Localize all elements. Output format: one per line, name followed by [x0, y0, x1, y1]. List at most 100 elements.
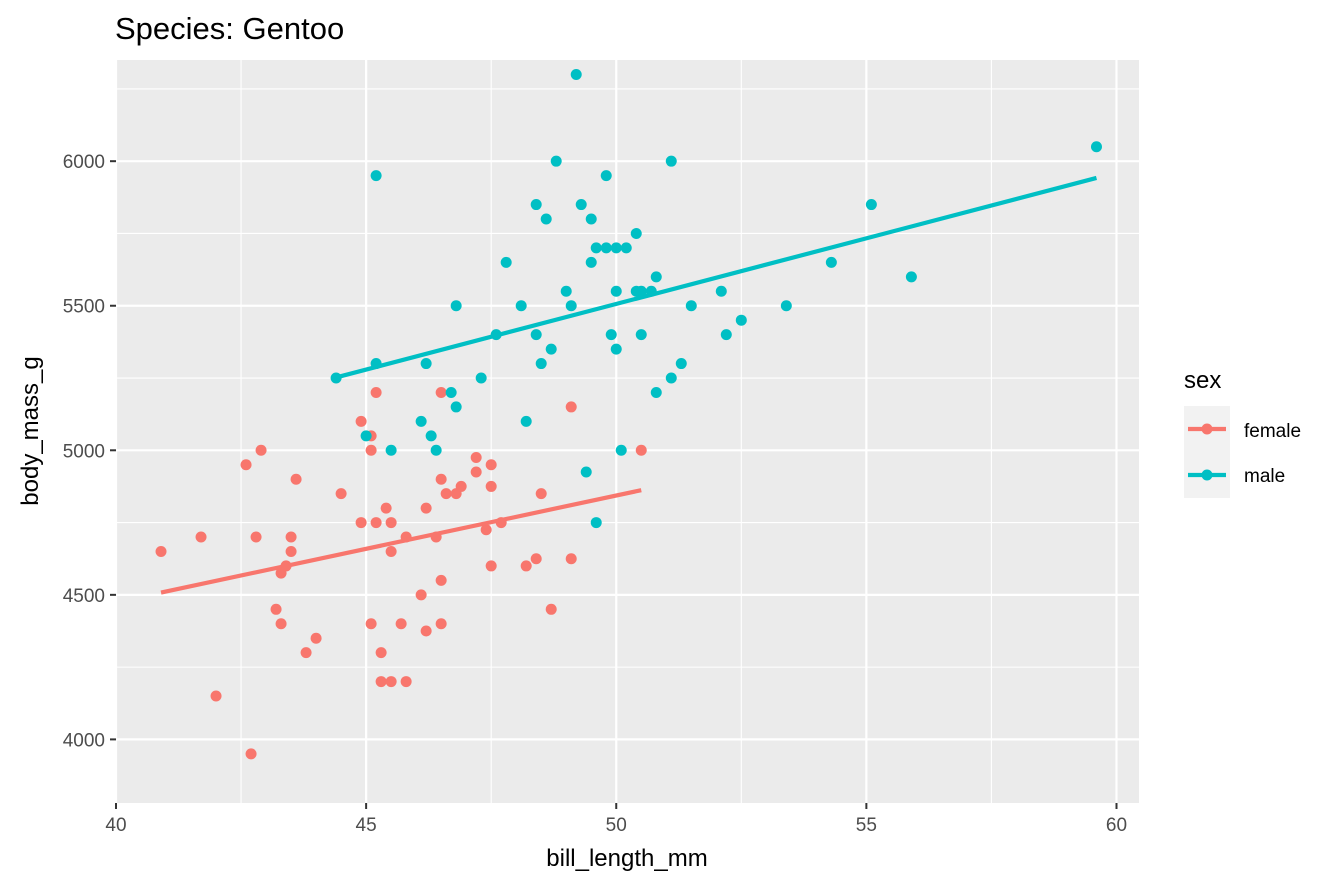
- data-point-male: [500, 256, 512, 268]
- data-point-female: [530, 553, 542, 565]
- x-tick-label: 50: [606, 815, 627, 836]
- data-point-female: [375, 676, 387, 688]
- data-point-male: [610, 285, 622, 297]
- data-point-male: [535, 358, 547, 370]
- data-point-male: [675, 358, 687, 370]
- data-point-male: [560, 285, 572, 297]
- data-point-male: [600, 170, 612, 182]
- data-point-male: [550, 155, 562, 167]
- data-point-male: [530, 199, 542, 211]
- data-point-female: [420, 502, 432, 514]
- data-point-male: [590, 517, 602, 529]
- data-point-male: [720, 329, 732, 341]
- points-layer: [155, 68, 1102, 760]
- y-tick-label: 5500: [63, 297, 105, 318]
- data-point-male: [620, 242, 632, 254]
- data-point-male: [715, 285, 727, 297]
- data-point-male: [585, 256, 597, 268]
- data-point-female: [385, 545, 397, 557]
- data-point-male: [520, 415, 532, 427]
- data-point-female: [365, 618, 377, 630]
- data-point-female: [270, 603, 282, 615]
- data-point-male: [610, 242, 622, 254]
- x-tick-label: 55: [856, 815, 877, 836]
- data-point-female: [250, 531, 262, 543]
- data-point-female: [310, 632, 322, 644]
- legend-glyphs: [1188, 423, 1226, 481]
- data-point-male: [665, 155, 677, 167]
- data-point-female: [335, 488, 347, 500]
- data-point-female: [245, 748, 257, 760]
- data-point-female: [470, 466, 482, 478]
- x-tick-labels: 40 45 50 55 60: [105, 815, 1127, 836]
- data-point-female: [545, 603, 557, 615]
- legend: sex female male: [1184, 367, 1301, 498]
- data-point-male: [370, 170, 382, 182]
- trend-layer: [160, 175, 1098, 595]
- data-point-male: [565, 300, 577, 312]
- x-tick-label: 40: [105, 815, 126, 836]
- legend-label-male: male: [1244, 466, 1285, 487]
- trend-line-male: [335, 175, 1098, 380]
- y-tick-labels: 4000 4500 5000 5500 6000: [63, 152, 105, 751]
- legend-point-female: [1201, 423, 1213, 435]
- data-point-female: [485, 560, 497, 572]
- data-point-male: [865, 199, 877, 211]
- y-tick-label: 5000: [63, 441, 105, 462]
- data-point-male: [615, 444, 627, 456]
- x-axis-label: bill_length_mm: [546, 845, 707, 872]
- data-point-male: [430, 444, 442, 456]
- data-point-female: [480, 524, 492, 536]
- x-tick-label: 45: [356, 815, 377, 836]
- data-point-male: [360, 430, 372, 442]
- axis-ticks: [110, 160, 1118, 809]
- data-point-male: [570, 68, 582, 80]
- legend-title: sex: [1184, 367, 1221, 394]
- data-point-female: [565, 553, 577, 565]
- data-point-female: [370, 386, 382, 398]
- data-point-female: [300, 647, 312, 659]
- data-point-male: [385, 444, 397, 456]
- data-point-female: [440, 488, 452, 500]
- data-point-male: [650, 386, 662, 398]
- data-point-male: [425, 430, 437, 442]
- data-point-male: [825, 256, 837, 268]
- data-point-male: [735, 314, 747, 326]
- data-point-female: [420, 625, 432, 637]
- data-point-female: [255, 444, 267, 456]
- chart-title: Species: Gentoo: [115, 11, 344, 46]
- data-point-male: [685, 300, 697, 312]
- plot-panel: [116, 60, 1139, 803]
- data-point-female: [520, 560, 532, 572]
- y-tick-label: 4000: [63, 730, 105, 751]
- x-tick-label: 60: [1106, 815, 1127, 836]
- data-point-male: [610, 343, 622, 355]
- data-point-male: [420, 358, 432, 370]
- y-axis-label: body_mass_g: [17, 356, 44, 505]
- data-point-female: [435, 574, 447, 586]
- data-point-female: [435, 386, 447, 398]
- data-point-male: [515, 300, 527, 312]
- data-point-female: [435, 473, 447, 485]
- data-point-female: [370, 517, 382, 529]
- data-point-male: [415, 415, 427, 427]
- data-point-male: [450, 300, 462, 312]
- data-point-female: [365, 444, 377, 456]
- data-point-female: [455, 480, 467, 492]
- data-point-male: [905, 271, 917, 283]
- data-point-male: [605, 329, 617, 341]
- data-point-male: [580, 466, 592, 478]
- data-point-male: [475, 372, 487, 384]
- trend-line-female: [160, 488, 642, 595]
- data-point-male: [590, 242, 602, 254]
- data-point-male: [780, 300, 792, 312]
- data-point-male: [585, 213, 597, 225]
- data-point-male: [450, 401, 462, 413]
- data-point-female: [375, 647, 387, 659]
- data-point-female: [415, 589, 427, 601]
- legend-label-female: female: [1244, 421, 1301, 442]
- y-tick-label: 6000: [63, 152, 105, 173]
- data-point-male: [1090, 141, 1102, 153]
- data-point-female: [285, 545, 297, 557]
